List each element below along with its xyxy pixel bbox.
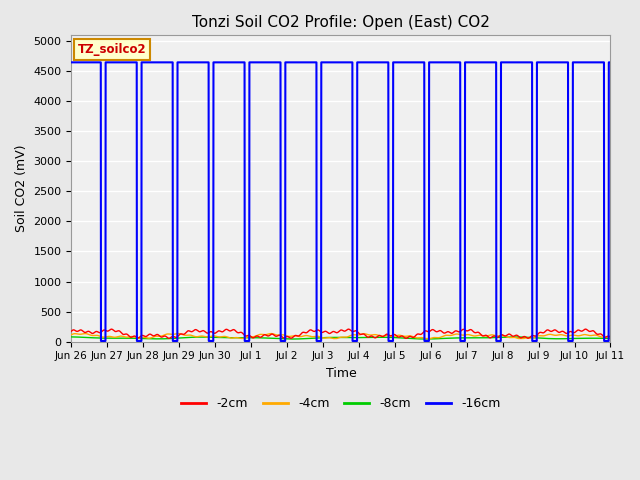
- Y-axis label: Soil CO2 (mV): Soil CO2 (mV): [15, 144, 28, 232]
- Title: Tonzi Soil CO2 Profile: Open (East) CO2: Tonzi Soil CO2 Profile: Open (East) CO2: [192, 15, 490, 30]
- Text: TZ_soilco2: TZ_soilco2: [78, 43, 147, 56]
- X-axis label: Time: Time: [326, 367, 356, 380]
- Legend: -2cm, -4cm, -8cm, -16cm: -2cm, -4cm, -8cm, -16cm: [177, 392, 506, 415]
